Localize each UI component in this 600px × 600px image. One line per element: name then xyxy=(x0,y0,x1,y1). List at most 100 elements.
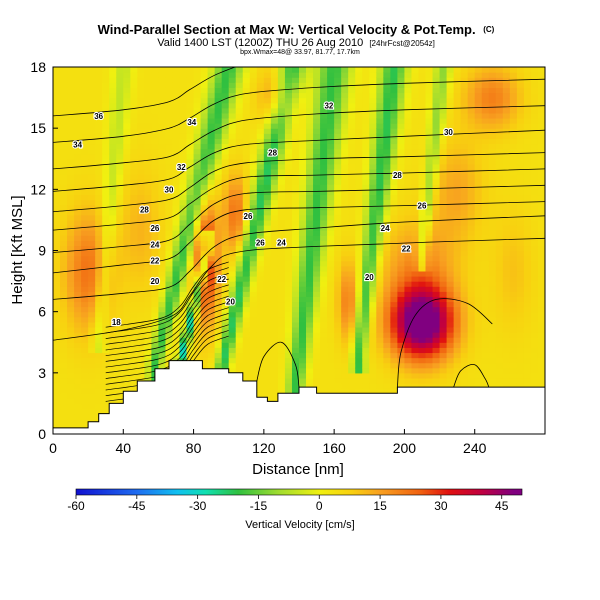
velocity-cell xyxy=(502,219,511,226)
velocity-cell xyxy=(509,209,518,216)
velocity-cell xyxy=(144,92,152,99)
velocity-cell xyxy=(88,372,96,379)
velocity-cell xyxy=(249,270,258,277)
velocity-cell xyxy=(74,179,82,185)
velocity-cell xyxy=(320,332,328,338)
velocity-cell xyxy=(425,219,434,226)
velocity-cell xyxy=(102,235,110,241)
velocity-cell xyxy=(306,342,314,348)
velocity-cell xyxy=(390,281,398,287)
velocity-cell xyxy=(453,77,462,83)
velocity-cell xyxy=(186,67,195,73)
velocity-cell xyxy=(376,281,384,287)
velocity-cell xyxy=(102,403,110,410)
velocity-cell xyxy=(502,255,511,262)
velocity-cell xyxy=(200,316,209,323)
velocity-cell xyxy=(228,174,237,180)
velocity-cell xyxy=(81,337,89,343)
velocity-cell xyxy=(397,367,406,374)
velocity-cell xyxy=(516,255,525,262)
velocity-cell xyxy=(523,235,532,241)
velocity-cell xyxy=(446,245,455,252)
velocity-cell xyxy=(425,158,434,165)
velocity-cell xyxy=(277,372,286,379)
velocity-cell xyxy=(151,347,160,354)
velocity-cell xyxy=(137,128,145,134)
velocity-cell xyxy=(53,281,61,287)
velocity-cell xyxy=(172,296,181,303)
velocity-cell xyxy=(102,270,110,277)
velocity-cell xyxy=(418,143,427,150)
velocity-cell xyxy=(67,240,75,247)
velocity-cell xyxy=(291,163,300,170)
velocity-cell xyxy=(362,148,370,155)
velocity-cell xyxy=(334,230,342,236)
velocity-cell xyxy=(123,306,131,313)
velocity-cell xyxy=(313,148,321,155)
velocity-cell xyxy=(299,250,307,257)
velocity-cell xyxy=(291,219,300,226)
velocity-cell xyxy=(453,316,462,323)
velocity-cell xyxy=(53,418,61,425)
velocity-cell xyxy=(306,143,314,150)
velocity-cell xyxy=(460,102,469,109)
velocity-cell xyxy=(130,117,138,124)
velocity-cell xyxy=(109,342,117,348)
velocity-cell xyxy=(523,306,532,313)
velocity-cell xyxy=(151,230,160,236)
velocity-cell xyxy=(67,133,75,139)
velocity-cell xyxy=(270,362,279,369)
velocity-cell xyxy=(263,245,272,252)
velocity-cell xyxy=(291,148,300,155)
velocity-cell xyxy=(488,102,497,109)
velocity-cell xyxy=(327,199,335,206)
velocity-cell xyxy=(235,153,244,160)
velocity-cell xyxy=(488,128,497,134)
velocity-cell xyxy=(263,158,272,165)
velocity-cell xyxy=(411,117,420,124)
velocity-cell xyxy=(313,123,321,129)
velocity-cell xyxy=(411,77,420,83)
velocity-cell xyxy=(481,97,490,104)
velocity-cell xyxy=(411,107,420,114)
velocity-cell xyxy=(397,250,406,257)
velocity-cell xyxy=(158,168,167,175)
velocity-cell xyxy=(123,245,131,252)
velocity-cell xyxy=(109,174,117,180)
velocity-cell xyxy=(411,128,420,134)
velocity-cell xyxy=(327,179,335,185)
velocity-cell xyxy=(432,97,441,104)
velocity-cell xyxy=(355,347,363,354)
velocity-cell xyxy=(481,296,490,303)
velocity-cell xyxy=(151,342,160,348)
velocity-cell xyxy=(116,77,124,83)
velocity-cell xyxy=(81,326,89,333)
velocity-cell xyxy=(523,311,532,318)
velocity-cell xyxy=(214,301,223,308)
velocity-cell xyxy=(74,189,82,196)
velocity-cell xyxy=(411,260,420,267)
velocity-cell xyxy=(460,77,469,83)
velocity-cell xyxy=(221,143,230,150)
velocity-cell xyxy=(299,214,307,221)
velocity-cell xyxy=(495,219,504,226)
velocity-cell xyxy=(123,377,131,384)
velocity-cell xyxy=(411,214,420,221)
velocity-cell xyxy=(284,153,293,160)
velocity-cell xyxy=(460,199,469,206)
velocity-cell xyxy=(123,214,131,221)
velocity-cell xyxy=(291,372,300,379)
velocity-cell xyxy=(411,245,420,252)
velocity-cell xyxy=(263,342,272,348)
velocity-cell xyxy=(263,337,272,343)
velocity-cell xyxy=(53,199,61,206)
velocity-cell xyxy=(474,362,483,369)
velocity-cell xyxy=(235,209,244,216)
velocity-cell xyxy=(355,112,363,119)
velocity-cell xyxy=(193,143,202,150)
velocity-cell xyxy=(439,230,448,236)
velocity-cell xyxy=(277,219,286,226)
velocity-cell xyxy=(523,163,532,170)
velocity-cell xyxy=(313,97,321,104)
velocity-cell xyxy=(425,260,434,267)
